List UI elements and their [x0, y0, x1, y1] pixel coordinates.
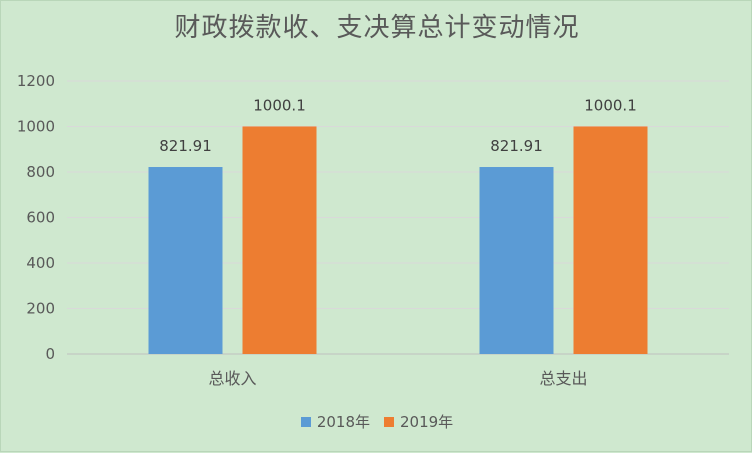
legend-swatch-2019 — [384, 416, 394, 427]
y-tick-label: 400 — [26, 254, 55, 272]
legend-swatch-2018 — [300, 416, 311, 427]
bar — [242, 126, 317, 354]
data-label: 1000.1 — [584, 96, 637, 114]
legend: 2018年 2019年 — [1, 411, 752, 432]
category-label: 总收入 — [208, 369, 256, 388]
y-tick-label: 0 — [45, 345, 55, 363]
legend-item-2018: 2018年 — [300, 411, 370, 432]
y-tick-label: 600 — [26, 209, 55, 227]
legend-label-2018: 2018年 — [316, 413, 370, 431]
y-tick-label: 1000 — [17, 118, 55, 136]
bar — [479, 167, 554, 354]
y-tick-label: 1200 — [17, 72, 55, 90]
y-tick-label: 800 — [26, 163, 55, 181]
bar — [148, 167, 223, 354]
y-tick-label: 200 — [26, 300, 55, 318]
data-label: 1000.1 — [253, 96, 306, 114]
data-label: 821.91 — [490, 137, 543, 155]
chart-title: 财政拨款收、支决算总计变动情况 — [174, 13, 580, 43]
legend-item-2019: 2019年 — [384, 411, 453, 432]
legend-label-2019: 2019年 — [400, 413, 454, 431]
data-label: 821.91 — [159, 137, 212, 155]
category-label: 总支出 — [539, 369, 587, 388]
bar — [573, 126, 648, 354]
